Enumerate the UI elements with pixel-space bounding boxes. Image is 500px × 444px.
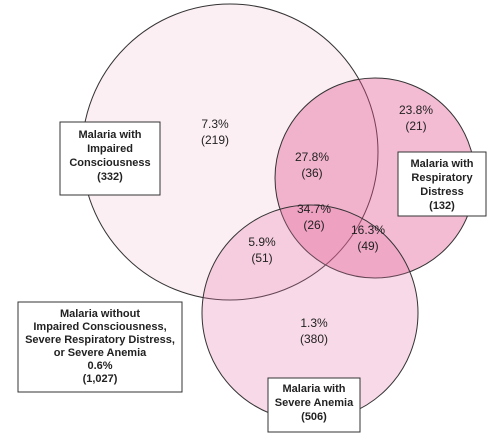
outside-label: or Severe Anemia [54,347,147,359]
region-percent: 27.8% [295,150,329,164]
region-count: (21) [405,119,426,133]
set-label: Malaria with [283,383,346,395]
region-count: (380) [300,332,328,346]
outside-count: (1,027) [83,373,118,385]
set-label: Respiratory [411,172,473,184]
set-label: Distress [420,186,463,198]
set-label: Malaria with [79,129,142,141]
outside-label: Malaria without [60,308,140,320]
region-percent: 7.3% [201,117,229,131]
set-box [59,121,161,196]
outside-box [17,301,183,393]
region-percent: 16.3% [351,223,385,237]
outside-percent: 0.6% [87,360,112,372]
region-count: (51) [251,251,272,265]
set-label: Impaired [87,143,133,155]
set-box [397,151,487,217]
outside-label: Severe Respiratory Distress, [25,334,175,346]
set-label: Severe Anemia [275,397,354,409]
region-count: (36) [301,166,322,180]
region-percent: 23.8% [399,103,433,117]
region-count: (219) [201,133,229,147]
set-label: Consciousness [69,157,150,169]
outside-label: Impaired Consciousness, [33,321,166,333]
set-box [267,377,361,433]
region-percent: 5.9% [248,235,276,249]
set-label: Malaria with [411,158,474,170]
set-count: (132) [429,200,455,212]
set-count: (506) [301,411,327,423]
region-percent: 34.7% [297,202,331,216]
region-count: (26) [303,218,324,232]
set-count: (332) [97,171,123,183]
region-count: (49) [357,239,378,253]
region-percent: 1.3% [300,316,328,330]
